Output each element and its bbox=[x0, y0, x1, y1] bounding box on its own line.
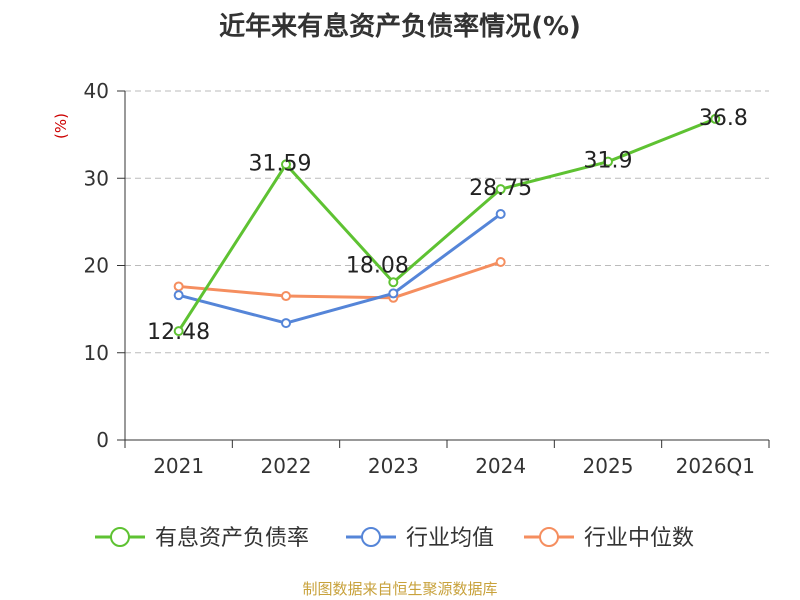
data-label: 18.08 bbox=[346, 253, 409, 278]
data-point bbox=[281, 291, 291, 302]
x-tick-label: 2025 bbox=[583, 454, 634, 478]
legend-marker bbox=[110, 527, 130, 547]
legend-label: 行业均值 bbox=[406, 526, 494, 551]
data-label: 31.59 bbox=[249, 151, 312, 176]
data-point bbox=[710, 113, 721, 124]
y-tick-label: 20 bbox=[84, 254, 109, 278]
legend-label: 有息资产负债率 bbox=[155, 526, 309, 551]
chart-title: 近年来有息资产负债率情况(%) bbox=[219, 12, 581, 42]
legend-marker bbox=[539, 527, 559, 547]
x-tick-label: 2021 bbox=[153, 454, 204, 478]
data-point bbox=[173, 290, 184, 301]
data-point bbox=[388, 277, 399, 288]
data-point bbox=[495, 184, 506, 195]
data-point bbox=[173, 281, 184, 292]
data-point bbox=[281, 159, 291, 170]
data-point bbox=[388, 288, 399, 299]
x-axis: 2021 2022 2023 2024 2025 2026Q1 bbox=[124, 439, 770, 478]
data-label: 36.8 bbox=[699, 106, 748, 131]
x-tick-label: 2026Q1 bbox=[676, 454, 755, 478]
data-labels: 12.48 31.59 18.08 28.75 31.9 36.8 bbox=[147, 106, 748, 345]
y-tick-label: 10 bbox=[84, 341, 109, 365]
data-label: 31.9 bbox=[584, 149, 633, 174]
legend[interactable]: 有息资产负债率 行业均值 行业中位数 bbox=[95, 526, 694, 551]
y-tick-label: 30 bbox=[84, 166, 109, 190]
series-line bbox=[178, 212, 502, 325]
data-point bbox=[281, 318, 291, 329]
x-tick-label: 2024 bbox=[475, 454, 526, 478]
legend-marker bbox=[361, 527, 381, 547]
y-axis: 0 10 20 30 40 bbox=[84, 79, 126, 452]
data-label: 28.75 bbox=[469, 176, 532, 201]
data-point bbox=[603, 156, 613, 167]
data-point bbox=[495, 257, 506, 268]
x-tick-label: 2023 bbox=[368, 454, 419, 478]
data-point bbox=[495, 209, 506, 220]
y-axis-label: (%) bbox=[52, 113, 70, 139]
source-footer: 制图数据来自恒生聚源数据库 bbox=[302, 580, 498, 598]
series-line bbox=[178, 260, 502, 300]
x-tick-label: 2022 bbox=[261, 454, 312, 478]
series-layer bbox=[173, 113, 721, 337]
data-point bbox=[173, 326, 184, 337]
legend-label: 行业中位数 bbox=[584, 526, 694, 551]
y-tick-label: 0 bbox=[96, 428, 109, 452]
grid-lines bbox=[125, 90, 769, 354]
y-tick-label: 40 bbox=[84, 79, 109, 103]
data-label: 12.48 bbox=[147, 320, 210, 345]
series-line bbox=[177, 117, 716, 332]
